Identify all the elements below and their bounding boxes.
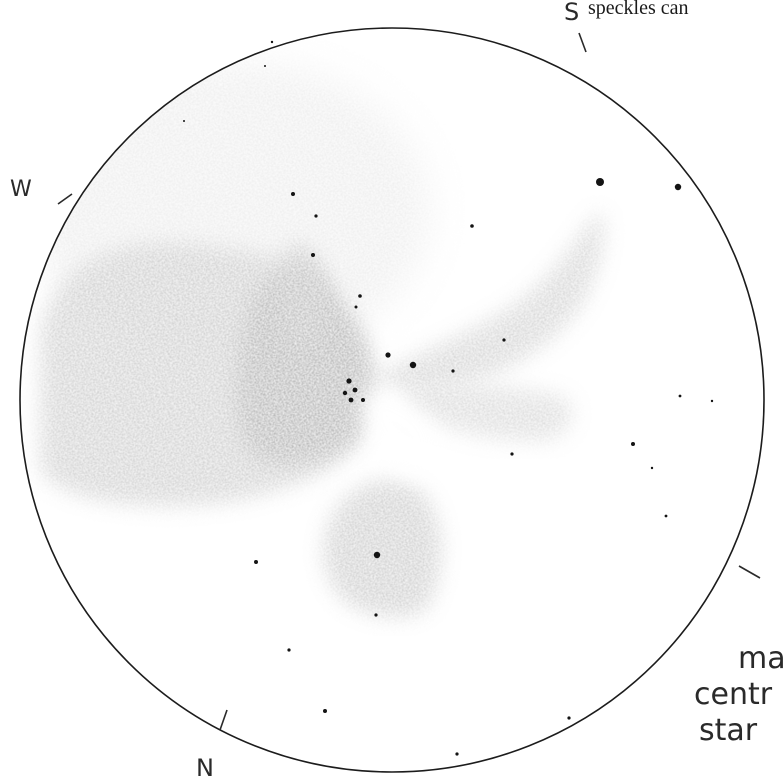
star	[664, 514, 668, 518]
note-line-3: star	[699, 713, 758, 748]
star	[314, 214, 318, 218]
star	[348, 397, 354, 403]
star	[254, 560, 258, 564]
star	[270, 40, 274, 44]
stars	[183, 40, 714, 756]
star	[373, 551, 381, 559]
star	[710, 399, 714, 403]
star	[409, 361, 417, 369]
star	[346, 378, 352, 384]
star	[183, 120, 185, 122]
star	[264, 65, 266, 67]
star	[358, 294, 362, 298]
star	[352, 387, 358, 393]
north-label: N	[196, 754, 214, 781]
star	[451, 369, 455, 373]
dark-lane	[361, 390, 439, 474]
star	[678, 394, 682, 398]
star	[311, 253, 315, 257]
star	[354, 305, 358, 309]
nebula-shading	[30, 60, 605, 618]
star	[361, 398, 365, 402]
west-label: W	[10, 177, 32, 202]
west-tick	[57, 193, 73, 205]
star	[342, 390, 348, 396]
star	[455, 752, 459, 756]
star	[374, 613, 378, 617]
south-tick	[578, 32, 587, 53]
star	[510, 452, 514, 456]
star	[323, 709, 327, 713]
star	[650, 466, 654, 470]
star	[631, 442, 635, 446]
star	[502, 338, 506, 342]
star	[674, 183, 682, 191]
star	[385, 352, 391, 358]
south-label: S	[564, 0, 579, 26]
field-of-view-circle	[19, 27, 765, 773]
east-tick	[738, 565, 761, 579]
note-line-2: centr	[694, 677, 773, 712]
note-line-1: ma	[738, 641, 783, 676]
star	[287, 648, 291, 652]
star	[596, 178, 604, 186]
star	[470, 224, 474, 228]
star	[567, 716, 571, 720]
star	[291, 192, 295, 196]
header-fragment: speckles can	[588, 0, 689, 19]
north-tick	[219, 709, 228, 731]
